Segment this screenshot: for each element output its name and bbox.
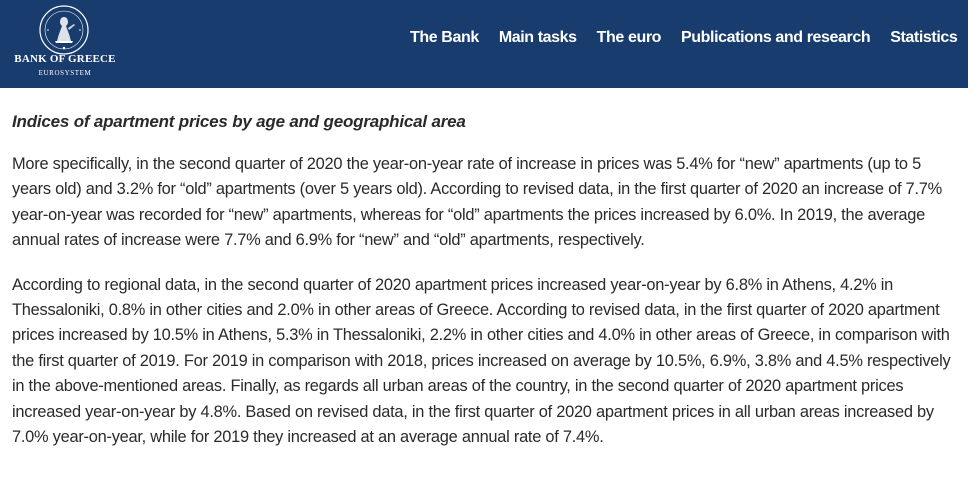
logo-subtitle: EUROSYSTEM: [38, 69, 92, 77]
article-paragraph-2: According to regional data, in the secon…: [12, 275, 951, 447]
site-header: BANK OF GREECE EUROSYSTEM The Bank Main …: [0, 0, 968, 88]
nav-item-statistics[interactable]: Statistics: [890, 29, 958, 46]
main-navigation: The Bank Main tasks The euro Publication…: [400, 0, 968, 88]
nav-item-publications-and-research[interactable]: Publications and research: [681, 29, 871, 46]
section-title: Indices of apartment prices by age and g…: [12, 112, 466, 131]
nav-item-the-euro[interactable]: The euro: [596, 29, 662, 46]
bank-seal-icon: [39, 5, 89, 55]
logo-title: BANK OF GREECE: [14, 53, 116, 65]
nav-item-the-bank[interactable]: The Bank: [410, 29, 479, 46]
nav-item-main-tasks[interactable]: Main tasks: [498, 29, 577, 46]
article-content: Indices of apartment prices by age and g…: [12, 111, 962, 469]
article-paragraph-1: More specifically, in the second quarter…: [12, 155, 942, 250]
bank-logo[interactable]: BANK OF GREECE EUROSYSTEM: [10, 4, 120, 84]
